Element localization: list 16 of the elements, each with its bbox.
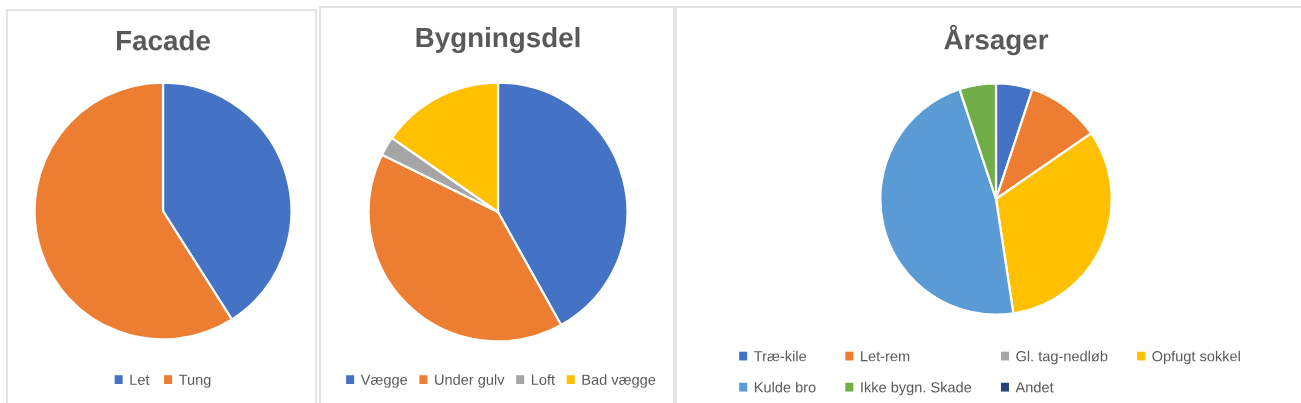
legend-label: Kulde bro xyxy=(754,381,816,393)
legend-label: Bad vægge xyxy=(582,374,656,388)
legend-label: Andet xyxy=(1015,381,1054,393)
legend-label: Under gulv xyxy=(435,374,505,388)
legend-label: Let-rem xyxy=(861,351,910,362)
legend-label: Vægge xyxy=(360,374,408,388)
chart-title: Bygningsdel xyxy=(416,26,580,54)
legend-label: Gl. tag-nedløb xyxy=(1016,350,1108,365)
legend-label: Let xyxy=(130,374,150,385)
legend-label: Loft xyxy=(531,374,555,385)
legend-label: Opfugt sokkel xyxy=(1152,350,1240,365)
chart-title: Årsager xyxy=(944,24,1049,56)
legend-label: Træ-kile xyxy=(754,350,807,362)
legend-label: Ikke bygn. Skade xyxy=(861,381,972,396)
legend-label: Tung xyxy=(178,374,211,388)
chart-title: Facade xyxy=(117,30,210,51)
